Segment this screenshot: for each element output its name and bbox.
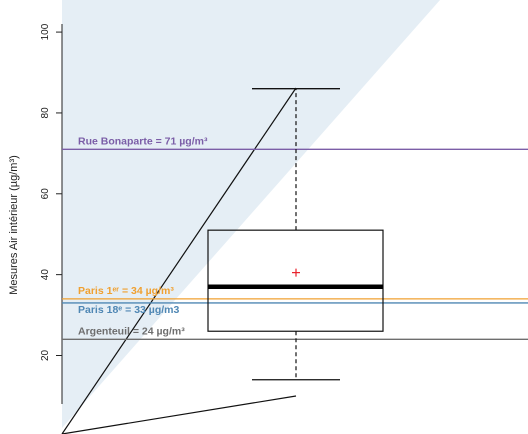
y-tick-label: 100 <box>40 23 51 40</box>
background-wedge <box>62 0 440 428</box>
box-plot <box>207 88 384 381</box>
decor-line-lower <box>61 395 297 434</box>
y-axis-ticks: 20 40 60 80 100 <box>40 23 62 361</box>
reference-lines: Rue Bonaparte = 71 µg/m³ Paris 1ᵉʳ = 34 µ… <box>62 135 528 340</box>
y-tick-label: 60 <box>40 188 51 200</box>
reference-line-label: Paris 18ᵉ = 33 µg/m3 <box>78 304 180 316</box>
decor-line-upper <box>61 87 297 434</box>
y-tick-label: 20 <box>40 349 51 361</box>
y-tick-label: 80 <box>40 107 51 119</box>
y-axis-label: Mesures Air intérieur (µg/m³) <box>8 155 20 295</box>
iqr-box <box>207 229 384 332</box>
reference-line-label: Paris 1ᵉʳ = 34 µg/m³ <box>78 285 174 297</box>
reference-line-label: Argenteuil = 24 µg/m³ <box>78 325 185 337</box>
reference-line-label: Rue Bonaparte = 71 µg/m³ <box>78 135 208 147</box>
y-tick-label: 40 <box>40 269 51 281</box>
